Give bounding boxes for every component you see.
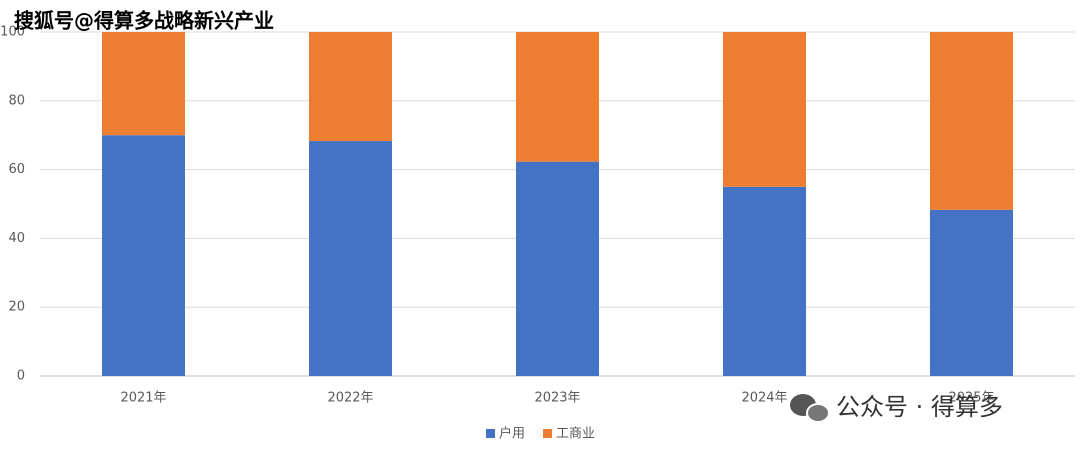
- legend-swatch: [543, 429, 553, 438]
- x-tick-label: 2022年: [327, 391, 373, 406]
- legend-label: 户用: [499, 426, 525, 442]
- y-tick-label: 60: [8, 162, 25, 177]
- wechat-icon: [790, 394, 830, 423]
- bar-segment: [723, 32, 806, 187]
- x-tick-label: 2024年: [741, 391, 787, 406]
- x-tick-label: 2021年: [120, 391, 166, 406]
- y-tick-label: 20: [8, 300, 25, 315]
- bar-segment: [516, 161, 599, 376]
- y-tick-label: 80: [8, 93, 25, 108]
- legend-label: 工商业: [556, 427, 595, 442]
- watermark: 公众号 · 得算多: [836, 393, 1003, 421]
- y-tick-label: 40: [8, 231, 25, 246]
- watermark: 搜狐号@得算多战略新兴产业: [14, 9, 274, 33]
- x-tick-label: 2025年: [948, 391, 994, 406]
- y-tick-label: 100: [0, 25, 25, 40]
- bar-segment: [516, 32, 599, 162]
- y-tick-label: 0: [17, 369, 25, 384]
- bar-segment: [102, 135, 185, 376]
- bar-segment: [309, 32, 392, 142]
- bar-segment: [723, 186, 806, 376]
- bar-segment: [102, 32, 185, 136]
- bar-segment: [930, 32, 1013, 210]
- bar-segment: [309, 141, 392, 376]
- x-tick-label: 2023年: [534, 391, 580, 406]
- legend-swatch: [486, 429, 495, 438]
- bar-segment: [930, 209, 1013, 376]
